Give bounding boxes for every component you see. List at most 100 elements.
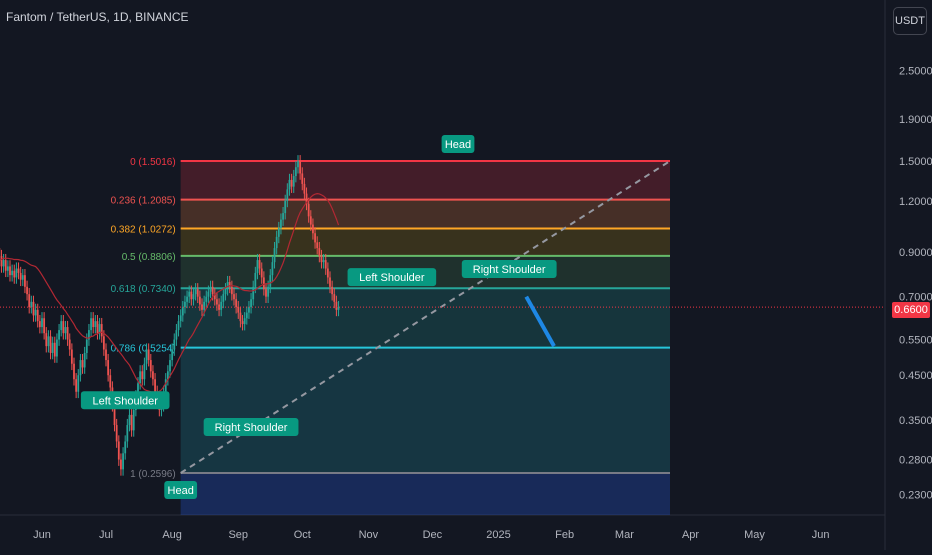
candle-body xyxy=(242,321,244,324)
candle-body xyxy=(126,425,128,441)
candle-body xyxy=(267,287,269,297)
candle-body xyxy=(259,260,261,268)
candle-body xyxy=(225,289,227,294)
candle-body xyxy=(9,266,11,275)
x-tick-label: May xyxy=(744,529,765,541)
candle-body xyxy=(133,410,135,430)
candle-body xyxy=(297,161,299,167)
candle-body xyxy=(240,313,242,322)
candle-body xyxy=(180,315,182,321)
fib-zone-5 xyxy=(181,348,670,473)
fib-zone-0 xyxy=(181,161,670,200)
candle-body xyxy=(13,271,15,278)
candle-body xyxy=(129,415,131,425)
candle-body xyxy=(1,256,3,266)
candle-body xyxy=(62,321,64,333)
candle-body xyxy=(67,327,69,339)
candle-body xyxy=(178,321,180,330)
x-tick-label: Apr xyxy=(682,529,699,541)
candle-body xyxy=(120,460,122,470)
candle-body xyxy=(293,176,295,187)
candle-body xyxy=(308,204,310,216)
candle-body xyxy=(190,292,192,300)
candle-body xyxy=(299,161,301,173)
fib-zone-extension xyxy=(181,473,670,515)
fib-zone-2 xyxy=(181,228,670,255)
candle-body xyxy=(310,216,312,224)
candle-body xyxy=(52,343,54,353)
currency-button[interactable]: USDT xyxy=(893,7,927,35)
candle-body xyxy=(105,350,107,361)
candle-body xyxy=(118,441,120,459)
candle-body xyxy=(54,343,56,357)
candle-body xyxy=(131,415,133,430)
candle-body xyxy=(321,256,323,262)
candle-body xyxy=(69,340,71,350)
candle-body xyxy=(101,324,103,336)
candle-body xyxy=(336,302,338,310)
candle-body xyxy=(73,364,75,379)
candle-body xyxy=(235,299,237,307)
candle-body xyxy=(56,340,58,357)
candle-body xyxy=(216,299,218,304)
candle-body xyxy=(312,225,314,234)
candle-body xyxy=(295,167,297,176)
candle-body xyxy=(169,360,171,371)
fib-label: 0.382 (1.0272) xyxy=(111,224,176,235)
candle-body xyxy=(327,269,329,278)
candle-body xyxy=(148,350,150,361)
y-tick-label: 0.9000 xyxy=(899,247,932,259)
candle-body xyxy=(173,340,175,350)
candle-body xyxy=(261,269,263,278)
candle-body xyxy=(222,294,224,302)
x-tick-label: Nov xyxy=(359,529,379,541)
x-tick-label: Jun xyxy=(33,529,51,541)
candle-body xyxy=(58,330,60,339)
fib-label: 0 (1.5016) xyxy=(130,157,176,168)
chart-title: Fantom / TetherUS, 1D, BINANCE xyxy=(6,10,189,24)
candle-body xyxy=(24,275,26,287)
candle-body xyxy=(94,321,96,327)
candle-body xyxy=(107,360,109,375)
candle-body xyxy=(210,287,212,292)
candle-body xyxy=(199,297,201,305)
candle-body xyxy=(144,364,146,379)
candle-body xyxy=(280,220,282,228)
candle-body xyxy=(231,287,233,294)
pattern-label: Left Shoulder xyxy=(92,395,158,407)
candle-body xyxy=(139,371,141,383)
y-tick-label: 2.5000 xyxy=(899,65,932,77)
candle-body xyxy=(197,289,199,296)
candle-body xyxy=(265,289,267,296)
candle-body xyxy=(263,277,265,289)
candle-body xyxy=(329,277,331,286)
candle-body xyxy=(122,453,124,469)
x-tick-label: Sep xyxy=(228,529,248,541)
candle-body xyxy=(272,262,274,275)
candle-body xyxy=(276,237,278,248)
candle-body xyxy=(86,340,88,353)
candle-body xyxy=(316,242,318,248)
candle-body xyxy=(282,213,284,219)
candle-body xyxy=(97,321,99,333)
x-tick-label: Mar xyxy=(615,529,634,541)
candle-body xyxy=(176,330,178,339)
candle-body xyxy=(48,336,50,346)
candle-body xyxy=(20,273,22,280)
fib-label: 0.236 (1.2085) xyxy=(111,196,176,207)
candle-body xyxy=(323,260,325,262)
candle-body xyxy=(84,353,86,368)
candle-body xyxy=(116,425,118,441)
candle-body xyxy=(7,266,9,270)
candle-body xyxy=(212,287,214,294)
candle-body xyxy=(80,360,82,375)
candle-body xyxy=(291,180,293,187)
y-tick-label: 0.2300 xyxy=(899,490,932,502)
candle-body xyxy=(208,292,210,297)
x-tick-label: Jul xyxy=(99,529,113,541)
candle-body xyxy=(331,287,333,294)
y-tick-label: 0.5500 xyxy=(899,335,932,347)
pattern-label: Head xyxy=(168,485,194,497)
